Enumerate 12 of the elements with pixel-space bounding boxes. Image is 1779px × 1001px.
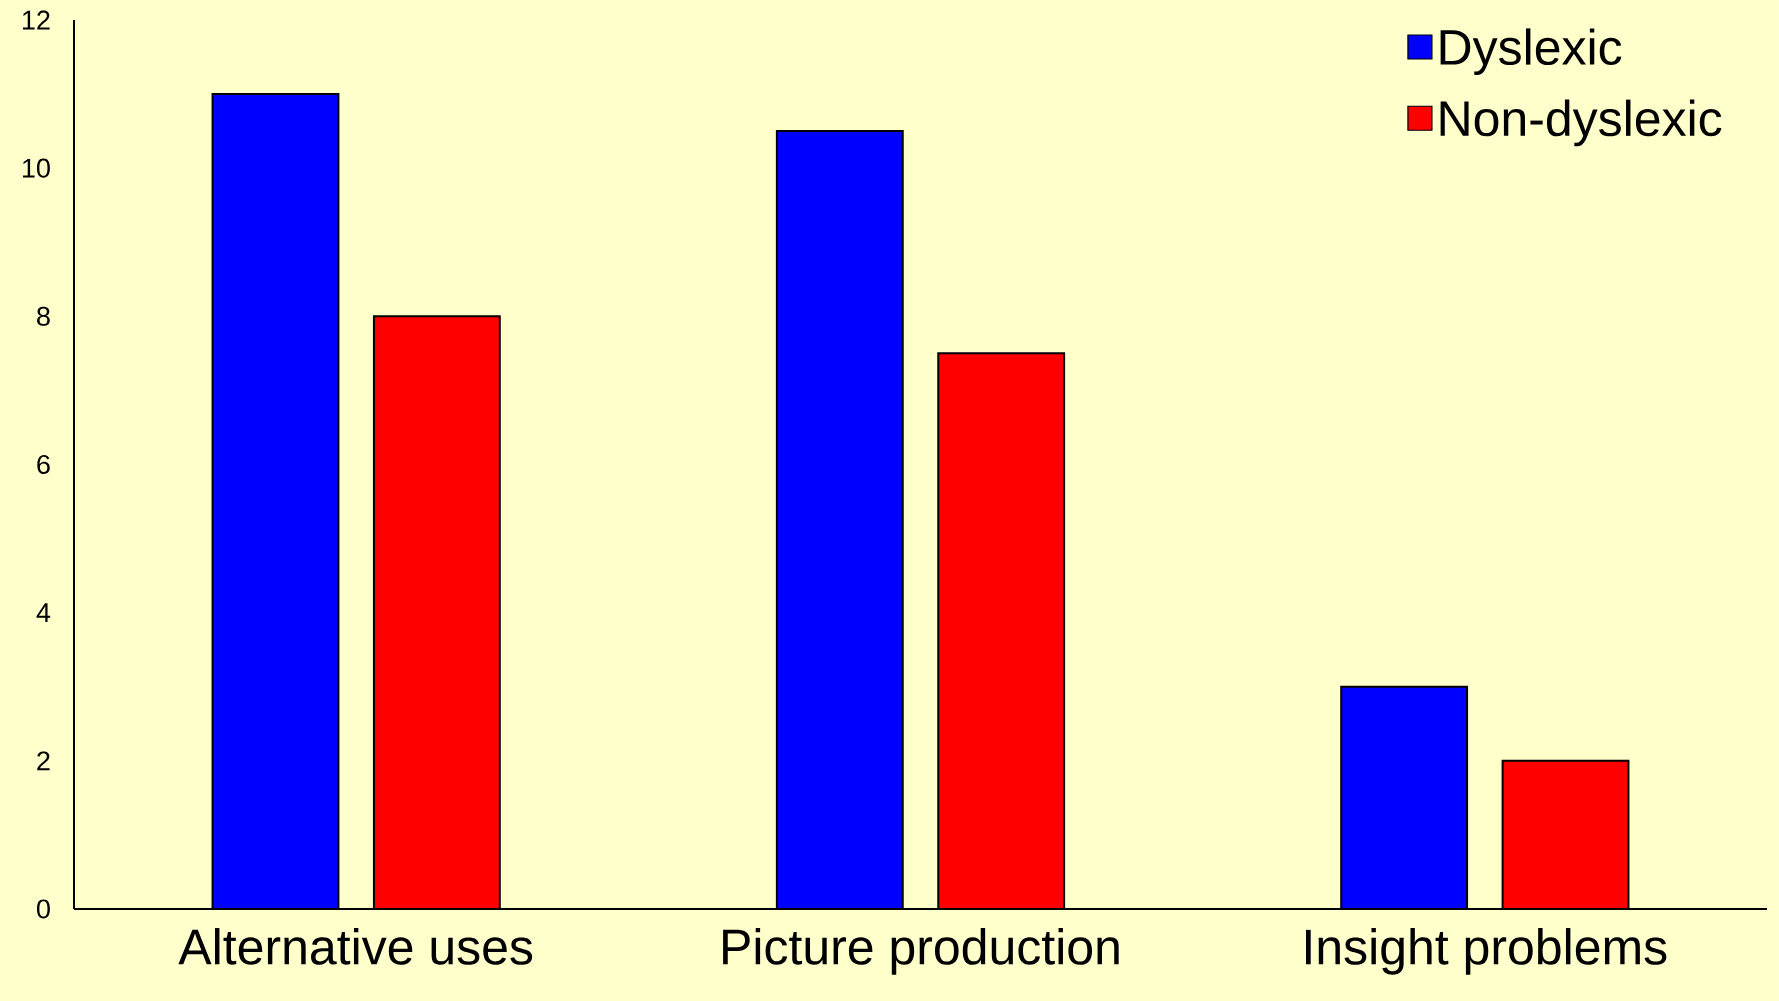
y-tick-label: 4 [36, 603, 51, 622]
legend-label: Non-dyslexic [1440, 99, 1722, 147]
x-tick-label: Picture production [723, 928, 1119, 975]
y-tick-label: 6 [37, 454, 50, 475]
x-tick-label: Alternative uses [178, 928, 533, 965]
y-tick-label: 0 [36, 899, 50, 919]
y-tick-label: 2 [37, 751, 50, 771]
y-tick-label: 10 [22, 158, 50, 178]
legend-label: Dyslexic [1440, 28, 1622, 75]
x-tick-label: Insight problems [1306, 928, 1667, 975]
y-tick-label: 8 [37, 306, 50, 326]
y-tick-label: 12 [22, 10, 50, 30]
